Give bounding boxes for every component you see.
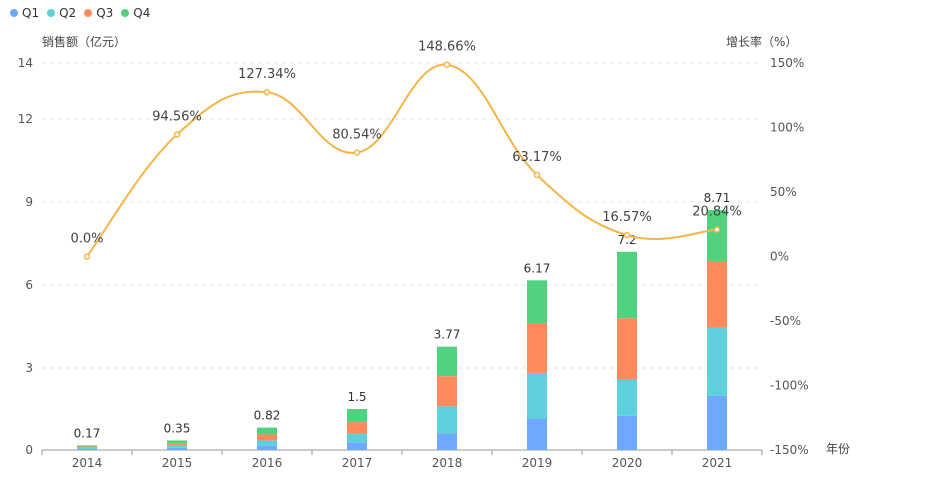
legend-dot-icon (121, 9, 130, 17)
bar-q1-2021 (707, 395, 727, 450)
y-tick-right-label: 100% (770, 121, 804, 135)
bar-q2-2018 (437, 406, 457, 434)
legend-item-q2[interactable]: Q2 (47, 6, 76, 20)
bar-total-label: 0.35 (164, 421, 191, 435)
x-axis-title: 年份 (826, 442, 850, 456)
bar-q4-2017 (347, 409, 367, 423)
y-tick-right-label: 150% (770, 56, 804, 70)
growth-label: 94.56% (152, 110, 202, 125)
y-tick-right-label: -100% (770, 379, 809, 393)
legend-label: Q3 (96, 6, 114, 20)
legend-label: Q4 (133, 6, 151, 20)
legend-item-q4[interactable]: Q4 (121, 6, 150, 20)
growth-label: 63.17% (512, 150, 562, 165)
growth-point-2021 (713, 226, 721, 233)
bar-q1-2016 (257, 445, 277, 450)
growth-label: 0.0% (70, 232, 103, 247)
bar-q3-2018 (437, 376, 457, 407)
x-tick-label: 2016 (252, 456, 283, 470)
x-tick-label: 2018 (432, 456, 463, 470)
growth-point-2016 (263, 88, 271, 96)
legend-item-q1[interactable]: Q1 (10, 6, 39, 20)
legend-dot-icon (84, 9, 93, 17)
bar-q3-2020 (617, 318, 637, 380)
bar-q3-2017 (347, 422, 367, 434)
bar-q4-2015 (167, 440, 187, 444)
y-tick-left-label: 6 (25, 278, 33, 292)
growth-point-2015 (173, 131, 181, 138)
legend-label: Q2 (59, 6, 77, 20)
growth-label: 127.34% (238, 67, 296, 82)
bar-q4-2021 (707, 210, 727, 261)
bar-total-label: 1.5 (347, 390, 366, 404)
growth-point-2014 (83, 253, 91, 260)
bar-q4-2014 (77, 445, 97, 447)
bar-q3-2021 (707, 260, 727, 328)
growth-point-2017 (353, 149, 361, 156)
growth-point-2020 (623, 231, 631, 239)
bar-q4-2018 (437, 346, 457, 377)
y-tick-right-label: -50% (770, 314, 801, 328)
bar-q2-2014 (77, 447, 97, 449)
growth-point-2018 (443, 61, 451, 68)
legend-dot-icon (10, 9, 18, 17)
bar-q4-2019 (527, 280, 547, 324)
bar-q1-2014 (77, 448, 97, 450)
x-tick-label: 2015 (162, 456, 193, 470)
legend-item-q3[interactable]: Q3 (84, 6, 113, 20)
bar-q1-2015 (167, 447, 187, 450)
bar-total-label: 0.17 (74, 426, 101, 440)
bar-q3-2019 (527, 323, 547, 373)
legend-label: Q1 (22, 6, 40, 20)
legend-dot-icon (47, 9, 56, 17)
bar-q1-2017 (347, 442, 367, 450)
x-tick-label: 2017 (342, 456, 373, 470)
y-axis-right-title: 增长率（%） (726, 34, 797, 49)
y-tick-right-label: -150% (770, 443, 809, 457)
bar-total-label: 0.82 (254, 409, 281, 423)
bar-q2-2019 (527, 372, 547, 419)
x-tick-label: 2019 (522, 456, 553, 470)
growth-label: 16.57% (602, 210, 652, 225)
x-tick-label: 2021 (702, 456, 733, 470)
bar-q3-2014 (77, 446, 97, 448)
chart-legend: Q1 Q2 Q3 Q4 (10, 6, 150, 20)
growth-point-2019 (533, 171, 541, 179)
bar-total-label: 3.77 (434, 328, 461, 342)
bar-total-label: 8.71 (704, 191, 731, 205)
bar-q3-2015 (167, 443, 187, 446)
bar-q2-2021 (707, 327, 727, 396)
y-tick-right-label: 50% (770, 185, 797, 199)
y-tick-left-label: 3 (25, 361, 33, 375)
bar-q1-2019 (527, 418, 547, 450)
bar-q2-2020 (617, 379, 637, 416)
y-axis-left-title: 销售额（亿元） (42, 34, 126, 49)
bar-q4-2020 (617, 251, 637, 319)
bar-q2-2017 (347, 433, 367, 443)
bar-q1-2020 (617, 415, 637, 450)
y-tick-right-label: 0% (770, 250, 789, 264)
y-tick-left-label: 14 (18, 56, 33, 70)
growth-label: 20.84% (692, 205, 742, 220)
growth-label: 80.54% (332, 128, 382, 143)
x-tick-label: 2020 (612, 456, 643, 470)
bar-q4-2016 (257, 427, 277, 435)
bar-q3-2016 (257, 434, 277, 441)
x-tick-label: 2014 (72, 456, 103, 470)
growth-line (86, 63, 718, 258)
bar-q1-2018 (437, 433, 457, 450)
growth-label: 148.66% (418, 40, 476, 55)
bar-q2-2015 (167, 445, 187, 448)
bar-q2-2016 (257, 440, 277, 446)
y-tick-left-label: 12 (18, 112, 33, 126)
bar-total-label: 6.17 (524, 261, 551, 275)
y-tick-left-label: 0 (25, 443, 33, 457)
y-tick-left-label: 9 (25, 195, 33, 209)
